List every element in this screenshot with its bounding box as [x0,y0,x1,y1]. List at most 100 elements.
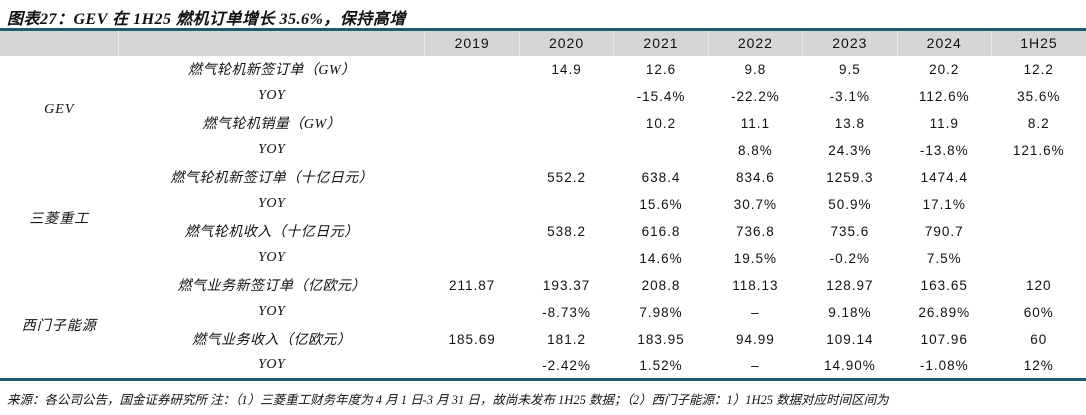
metric-cell: 燃气轮机销量（GW） [118,109,425,137]
value-cell: 14.6% [613,244,709,272]
value-cell: 1474.4 [897,163,992,191]
value-cell [991,217,1086,245]
value-cell: 26.89% [897,298,992,326]
value-cell: 11.9 [897,109,992,137]
value-cell: 94.99 [708,325,803,353]
value-cell: 60% [991,298,1086,326]
table-row: 三菱重工 燃气轮机新签订单（十亿日元） 552.2 638.4 834.6 12… [0,163,1086,272]
value-cell: 118.13 [708,271,803,299]
value-cell [424,352,520,380]
value-cell [424,298,520,326]
value-cell: 1.52% [613,352,709,380]
value-cell: 109.14 [802,325,898,353]
table-row: YOY -15.4% -22.2% -3.1% 112.6% 35.6% [0,82,1086,110]
header-year: 1H25 [990,29,1086,56]
value-cell [424,109,520,137]
value-cell: 50.9% [802,190,898,218]
value-cell: 834.6 [708,163,803,191]
table-row: 燃气业务收入（亿欧元） 185.69 181.2 183.95 94.99 10… [0,325,1086,353]
value-cell: 15.6% [613,190,709,218]
value-cell: 193.37 [519,271,614,299]
value-cell: 121.6% [991,136,1086,164]
value-cell: 112.6% [897,82,992,110]
value-cell: 8.2 [991,109,1086,137]
table-row: YOY -2.42% 1.52% – 14.90% -1.08% 12% [0,352,1086,380]
value-cell: -0.2% [802,244,898,272]
value-cell: 19.5% [708,244,803,272]
value-cell [991,190,1086,218]
value-cell: 8.8% [708,136,803,164]
value-cell: 790.7 [897,217,992,245]
value-cell: -8.73% [519,298,614,326]
header-year: 2024 [896,29,992,56]
value-cell: 60 [991,325,1086,353]
value-cell: 616.8 [613,217,709,245]
metric-cell: YOY [118,190,425,218]
value-cell: 14.9 [519,55,614,83]
value-cell [424,190,520,218]
header-year: 2020 [518,29,614,56]
value-cell: 120 [991,271,1086,299]
value-cell: 17.1% [897,190,992,218]
value-cell: 638.4 [613,163,709,191]
value-cell: 736.8 [708,217,803,245]
value-cell: -15.4% [613,82,709,110]
value-cell: 14.90% [802,352,898,380]
value-cell: -1.08% [897,352,992,380]
metric-cell: YOY [118,82,425,110]
value-cell: 12.2 [991,55,1086,83]
value-cell: 552.2 [519,163,614,191]
value-cell [519,244,614,272]
value-cell: 163.65 [897,271,992,299]
header-year: 2019 [424,29,520,56]
metric-cell: YOY [118,352,425,380]
value-cell [519,190,614,218]
table-row: 西门子能源 燃气业务新签订单（亿欧元） 211.87 193.37 208.8 … [0,271,1086,380]
value-cell: 13.8 [802,109,898,137]
value-cell [613,136,709,164]
value-cell: 181.2 [519,325,614,353]
table-row: 燃气轮机销量（GW） 10.2 11.1 13.8 11.9 8.2 [0,109,1086,137]
company-cell: 西门子能源 [0,271,119,380]
value-cell: 24.3% [802,136,898,164]
value-cell [424,82,520,110]
value-cell: 10.2 [613,109,709,137]
value-cell: – [708,298,803,326]
financial-table: 2019 2020 2021 2022 2023 2024 1H25 GEV 燃… [0,28,1086,381]
value-cell: 1259.3 [802,163,898,191]
value-cell: 185.69 [424,325,520,353]
header-year: 2022 [707,29,803,56]
value-cell [424,217,520,245]
metric-cell: YOY [118,136,425,164]
value-cell: 9.18% [802,298,898,326]
value-cell: 35.6% [991,82,1086,110]
metric-cell: YOY [118,298,425,326]
value-cell: 9.5 [802,55,898,83]
value-cell: 538.2 [519,217,614,245]
value-cell [519,109,614,137]
value-cell: 12.6 [613,55,709,83]
metric-cell: 燃气轮机新签订单（GW） [118,55,425,83]
value-cell: 128.97 [802,271,898,299]
table-row: 燃气轮机收入（十亿日元） 538.2 616.8 736.8 735.6 790… [0,217,1086,245]
value-cell [519,136,614,164]
metric-cell: 燃气业务收入（亿欧元） [118,325,425,353]
value-cell: – [708,352,803,380]
table-row: YOY 8.8% 24.3% -13.8% 121.6% [0,136,1086,164]
company-cell: GEV [0,55,119,164]
metric-cell: 燃气业务新签订单（亿欧元） [118,271,425,299]
header-metric-blank [118,29,425,56]
value-cell: -22.2% [708,82,803,110]
table-row: GEV 燃气轮机新签订单（GW） 14.9 12.6 9.8 9.5 20.2 … [0,55,1086,164]
header-year: 2023 [802,29,898,56]
table-header-row: 2019 2020 2021 2022 2023 2024 1H25 [0,29,1086,56]
exhibit-title: 图表27：GEV 在 1H25 燃机订单增长 35.6%，保持高增 [7,11,406,28]
value-cell: 9.8 [708,55,803,83]
value-cell: 30.7% [708,190,803,218]
value-cell [519,82,614,110]
value-cell: -13.8% [897,136,992,164]
value-cell: 211.87 [424,271,520,299]
value-cell: 183.95 [613,325,709,353]
metric-cell: 燃气轮机收入（十亿日元） [118,217,425,245]
table-row: YOY 15.6% 30.7% 50.9% 17.1% [0,190,1086,218]
